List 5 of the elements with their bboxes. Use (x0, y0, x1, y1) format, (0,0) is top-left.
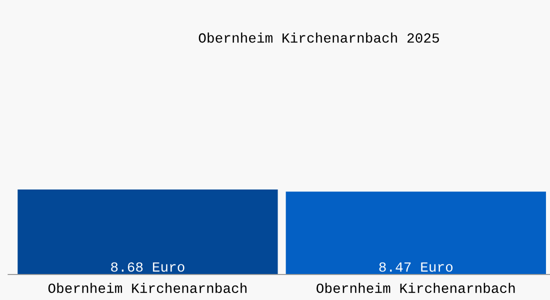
data-label: 8.68 Euro (111, 262, 184, 272)
x-tick-label: Obernheim Kirchenarnbach (48, 282, 246, 294)
data-label: 8.47 Euro (379, 262, 453, 272)
x-tick-label: Obernheim Kirchenarnbach (316, 282, 515, 294)
chart-title: Obernheim Kirchenarnbach 2025 (198, 32, 439, 43)
